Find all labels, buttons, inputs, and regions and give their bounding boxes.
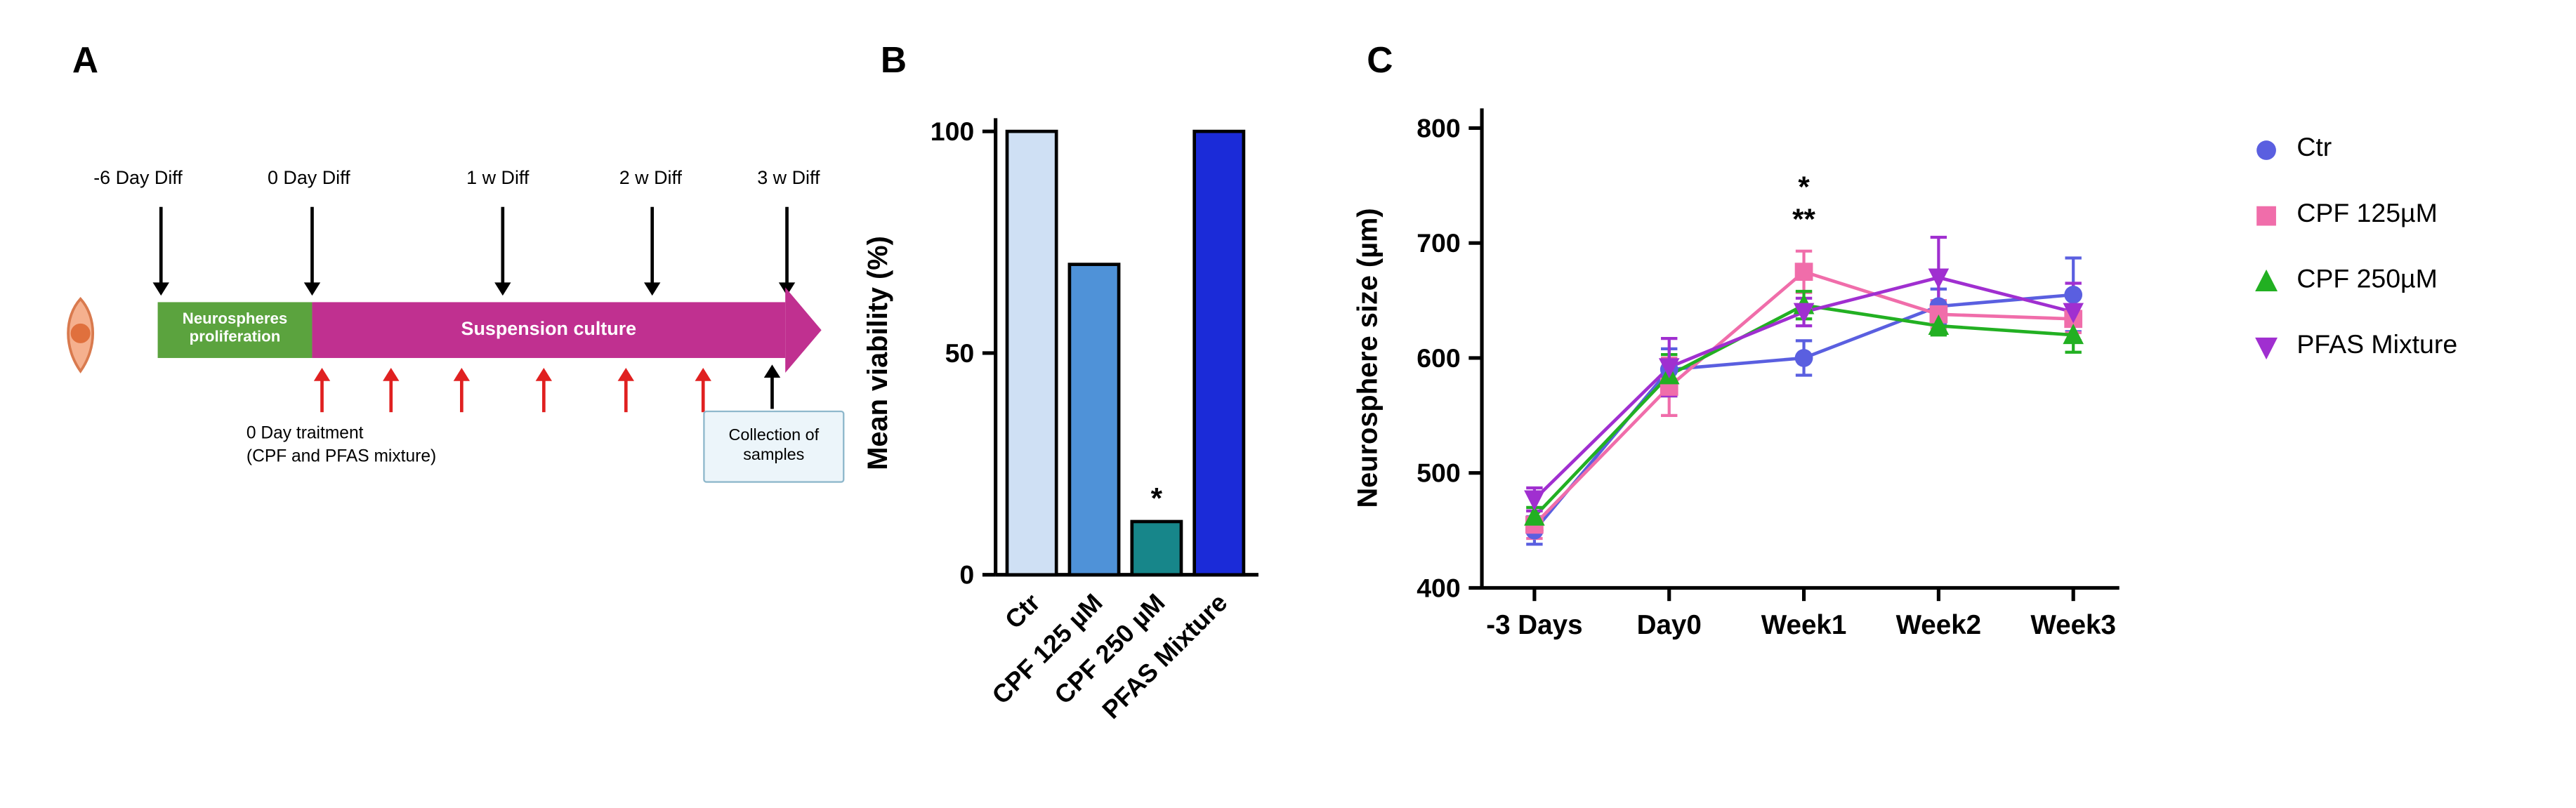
- svg-text:400: 400: [1417, 573, 1460, 602]
- timeline-label-day0: 0 Day Diff: [267, 168, 350, 190]
- legend-label: Ctr: [2296, 134, 2332, 163]
- svg-text:*: *: [1151, 482, 1163, 515]
- square-marker-icon: [2256, 205, 2276, 225]
- timeline-label-minus6d: -6 Day Diff: [93, 168, 183, 190]
- collection-box: Collection of samples: [703, 410, 845, 483]
- treatment-caption: 0 Day traitment (CPF and PFAS mixture): [246, 423, 437, 466]
- significance-annotations: *: [1151, 482, 1163, 515]
- y-axis-label: Mean viability (%): [862, 236, 893, 470]
- legend-label: CPF 125µM: [2296, 200, 2438, 229]
- timeline-label-2w: 2 w Diff: [619, 168, 682, 190]
- down-arrow-icon: [778, 206, 796, 296]
- svg-text:Week2: Week2: [1896, 610, 1982, 640]
- legend-item: CPF 125µM: [2254, 197, 2458, 233]
- down-arrow-icon: [494, 206, 511, 296]
- svg-text:-3 Days: -3 Days: [1486, 610, 1582, 640]
- cell-icon: [67, 296, 94, 373]
- svg-text:0: 0: [959, 560, 974, 590]
- treatment-up-arrow-icon: [383, 368, 400, 413]
- svg-text:600: 600: [1417, 343, 1460, 373]
- proliferation-bar: Neurospheres proliferation: [157, 302, 313, 358]
- legend-item: Ctr: [2254, 131, 2458, 167]
- treatment-up-arrow-icon: [695, 368, 711, 413]
- treatment-up-arrow-icon: [617, 368, 634, 413]
- triangle-down-marker-icon: [2255, 336, 2278, 359]
- panel-c-label: C: [1367, 39, 1393, 81]
- chart-legend: Ctr CPF 125µM CPF 250µM PFAS Mixture: [2254, 131, 2458, 394]
- suspension-bar: Suspension culture: [312, 302, 786, 358]
- treatment-up-arrow-icon: [535, 368, 553, 413]
- svg-text:50: 50: [945, 338, 975, 368]
- svg-text:**: **: [1792, 203, 1815, 236]
- treatment-up-arrow-icon: [313, 368, 331, 413]
- circle-marker-icon: [2256, 140, 2276, 159]
- bars: [1005, 129, 1246, 577]
- legend-label: CPF 250µM: [2296, 265, 2438, 294]
- svg-text:Day0: Day0: [1637, 610, 1702, 640]
- timeline-label-1w: 1 w Diff: [466, 168, 530, 190]
- down-arrow-icon: [644, 206, 661, 296]
- panel-a-label: A: [72, 39, 99, 81]
- timeline-label-3w: 3 w Diff: [757, 168, 820, 190]
- triangle-up-marker-icon: [2255, 268, 2278, 291]
- collection-up-arrow-icon: [763, 364, 781, 409]
- legend-item: PFAS Mixture: [2254, 329, 2458, 364]
- down-arrow-icon: [152, 206, 169, 296]
- svg-text:700: 700: [1417, 228, 1460, 258]
- markers-triangle-down: [1524, 268, 2084, 511]
- legend-label: PFAS Mixture: [2296, 331, 2458, 360]
- treatment-up-arrow-icon: [453, 368, 471, 413]
- svg-text:Week3: Week3: [2030, 610, 2116, 640]
- significance-annotations: ***: [1792, 171, 1815, 236]
- suspension-arrowhead: [785, 287, 822, 373]
- svg-text:Week1: Week1: [1761, 610, 1847, 640]
- svg-text:500: 500: [1417, 458, 1460, 488]
- panel-b-label: B: [880, 39, 907, 81]
- line-chart-axes: 400 500 600 700 800 -3 Days Day0 Week1 Week2 Week…: [1417, 108, 2120, 640]
- down-arrow-icon: [303, 206, 321, 296]
- svg-text:Ctr: Ctr: [999, 588, 1046, 635]
- svg-text:100: 100: [931, 117, 974, 146]
- svg-text:*: *: [1798, 171, 1810, 204]
- svg-text:800: 800: [1417, 113, 1460, 143]
- neurosphere-size-line-chart: 400 500 600 700 800 -3 Days Day0 Week1 Week2 Week…: [1352, 108, 2120, 640]
- legend-item: CPF 250µM: [2254, 263, 2458, 298]
- y-axis-label: Neurosphere size (µm): [1352, 208, 1383, 508]
